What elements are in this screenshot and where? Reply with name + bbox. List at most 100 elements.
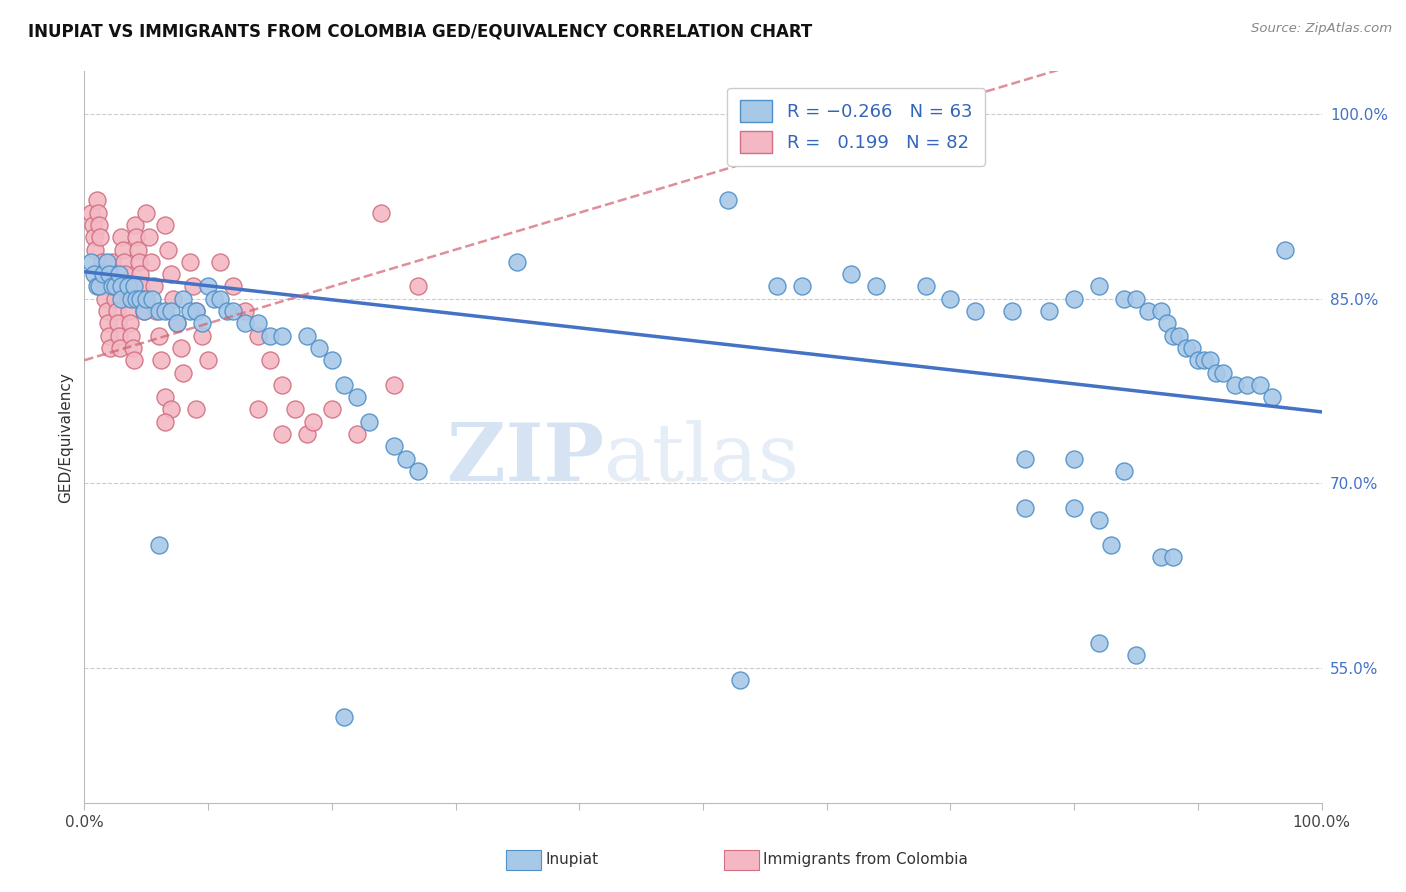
Point [914,279,936,293]
Point [1205,366,1227,380]
Point [79,255,101,269]
Point [89,218,111,232]
Point [179,255,201,269]
Point [153,218,176,232]
Point [1063,500,1085,515]
Point [135,292,157,306]
Point [86,194,108,208]
Point [122,353,145,368]
Point [129,279,152,293]
Point [246,328,269,343]
Point [1001,304,1024,318]
Point [1236,377,1258,392]
Point [153,304,176,318]
Point [160,304,183,318]
Point [284,402,307,417]
Point [120,292,142,306]
Point [233,317,256,331]
Point [91,267,114,281]
Point [790,279,813,293]
Point [259,328,281,343]
Legend: R = −0.266   N = 63, R =   0.199   N = 82: R = −0.266 N = 63, R = 0.199 N = 82 [727,87,984,166]
Point [939,292,962,306]
Point [1174,341,1197,355]
Point [395,451,418,466]
Point [321,353,343,368]
Point [295,427,318,442]
Point [965,304,987,318]
Point [108,267,131,281]
Point [215,304,238,318]
Point [1161,328,1184,343]
Point [160,267,183,281]
Point [157,243,180,257]
Point [1063,292,1085,306]
Point [1168,328,1191,343]
Point [89,230,111,244]
Point [91,267,114,281]
Point [271,377,294,392]
Point [1038,304,1060,318]
Point [271,328,294,343]
Point [346,390,368,404]
Point [1181,341,1204,355]
Text: INUPIAT VS IMMIGRANTS FROM COLOMBIA GED/EQUIVALENCY CORRELATION CHART: INUPIAT VS IMMIGRANTS FROM COLOMBIA GED/… [28,22,813,40]
Point [86,279,108,293]
Point [184,304,207,318]
Point [1125,292,1147,306]
Point [197,279,219,293]
Point [184,304,207,318]
Point [209,255,232,269]
Point [865,279,887,293]
Point [103,279,125,293]
Point [321,402,343,417]
Point [160,402,183,417]
Point [132,304,155,318]
Text: Inupiat: Inupiat [546,853,599,867]
Point [148,328,170,343]
Point [131,292,153,306]
Point [110,341,132,355]
Point [333,377,356,392]
Point [84,243,107,257]
Point [308,341,330,355]
Point [100,255,122,269]
Point [120,317,142,331]
Point [1112,292,1135,306]
Point [1014,451,1036,466]
Point [138,230,160,244]
Point [148,304,170,318]
Point [150,353,173,368]
Point [1199,353,1222,368]
Point [141,292,163,306]
Point [271,427,294,442]
Point [112,255,135,269]
Point [181,279,204,293]
Point [382,377,405,392]
Point [191,317,214,331]
Point [125,292,148,306]
Point [170,341,193,355]
Point [83,267,105,281]
Point [1063,451,1085,466]
Point [1212,366,1234,380]
Point [370,205,392,219]
Point [100,279,122,293]
Point [1223,377,1246,392]
Point [197,353,219,368]
Point [728,673,751,687]
Point [114,267,136,281]
Point [1249,377,1271,392]
Point [129,292,152,306]
Point [246,317,269,331]
Point [111,243,134,257]
Point [104,279,127,293]
Point [118,304,141,318]
Point [841,267,863,281]
Point [148,538,170,552]
Point [1088,513,1111,527]
Point [1112,464,1135,478]
Point [128,255,150,269]
Point [129,267,152,281]
Y-axis label: GED/Equivalency: GED/Equivalency [58,372,73,502]
